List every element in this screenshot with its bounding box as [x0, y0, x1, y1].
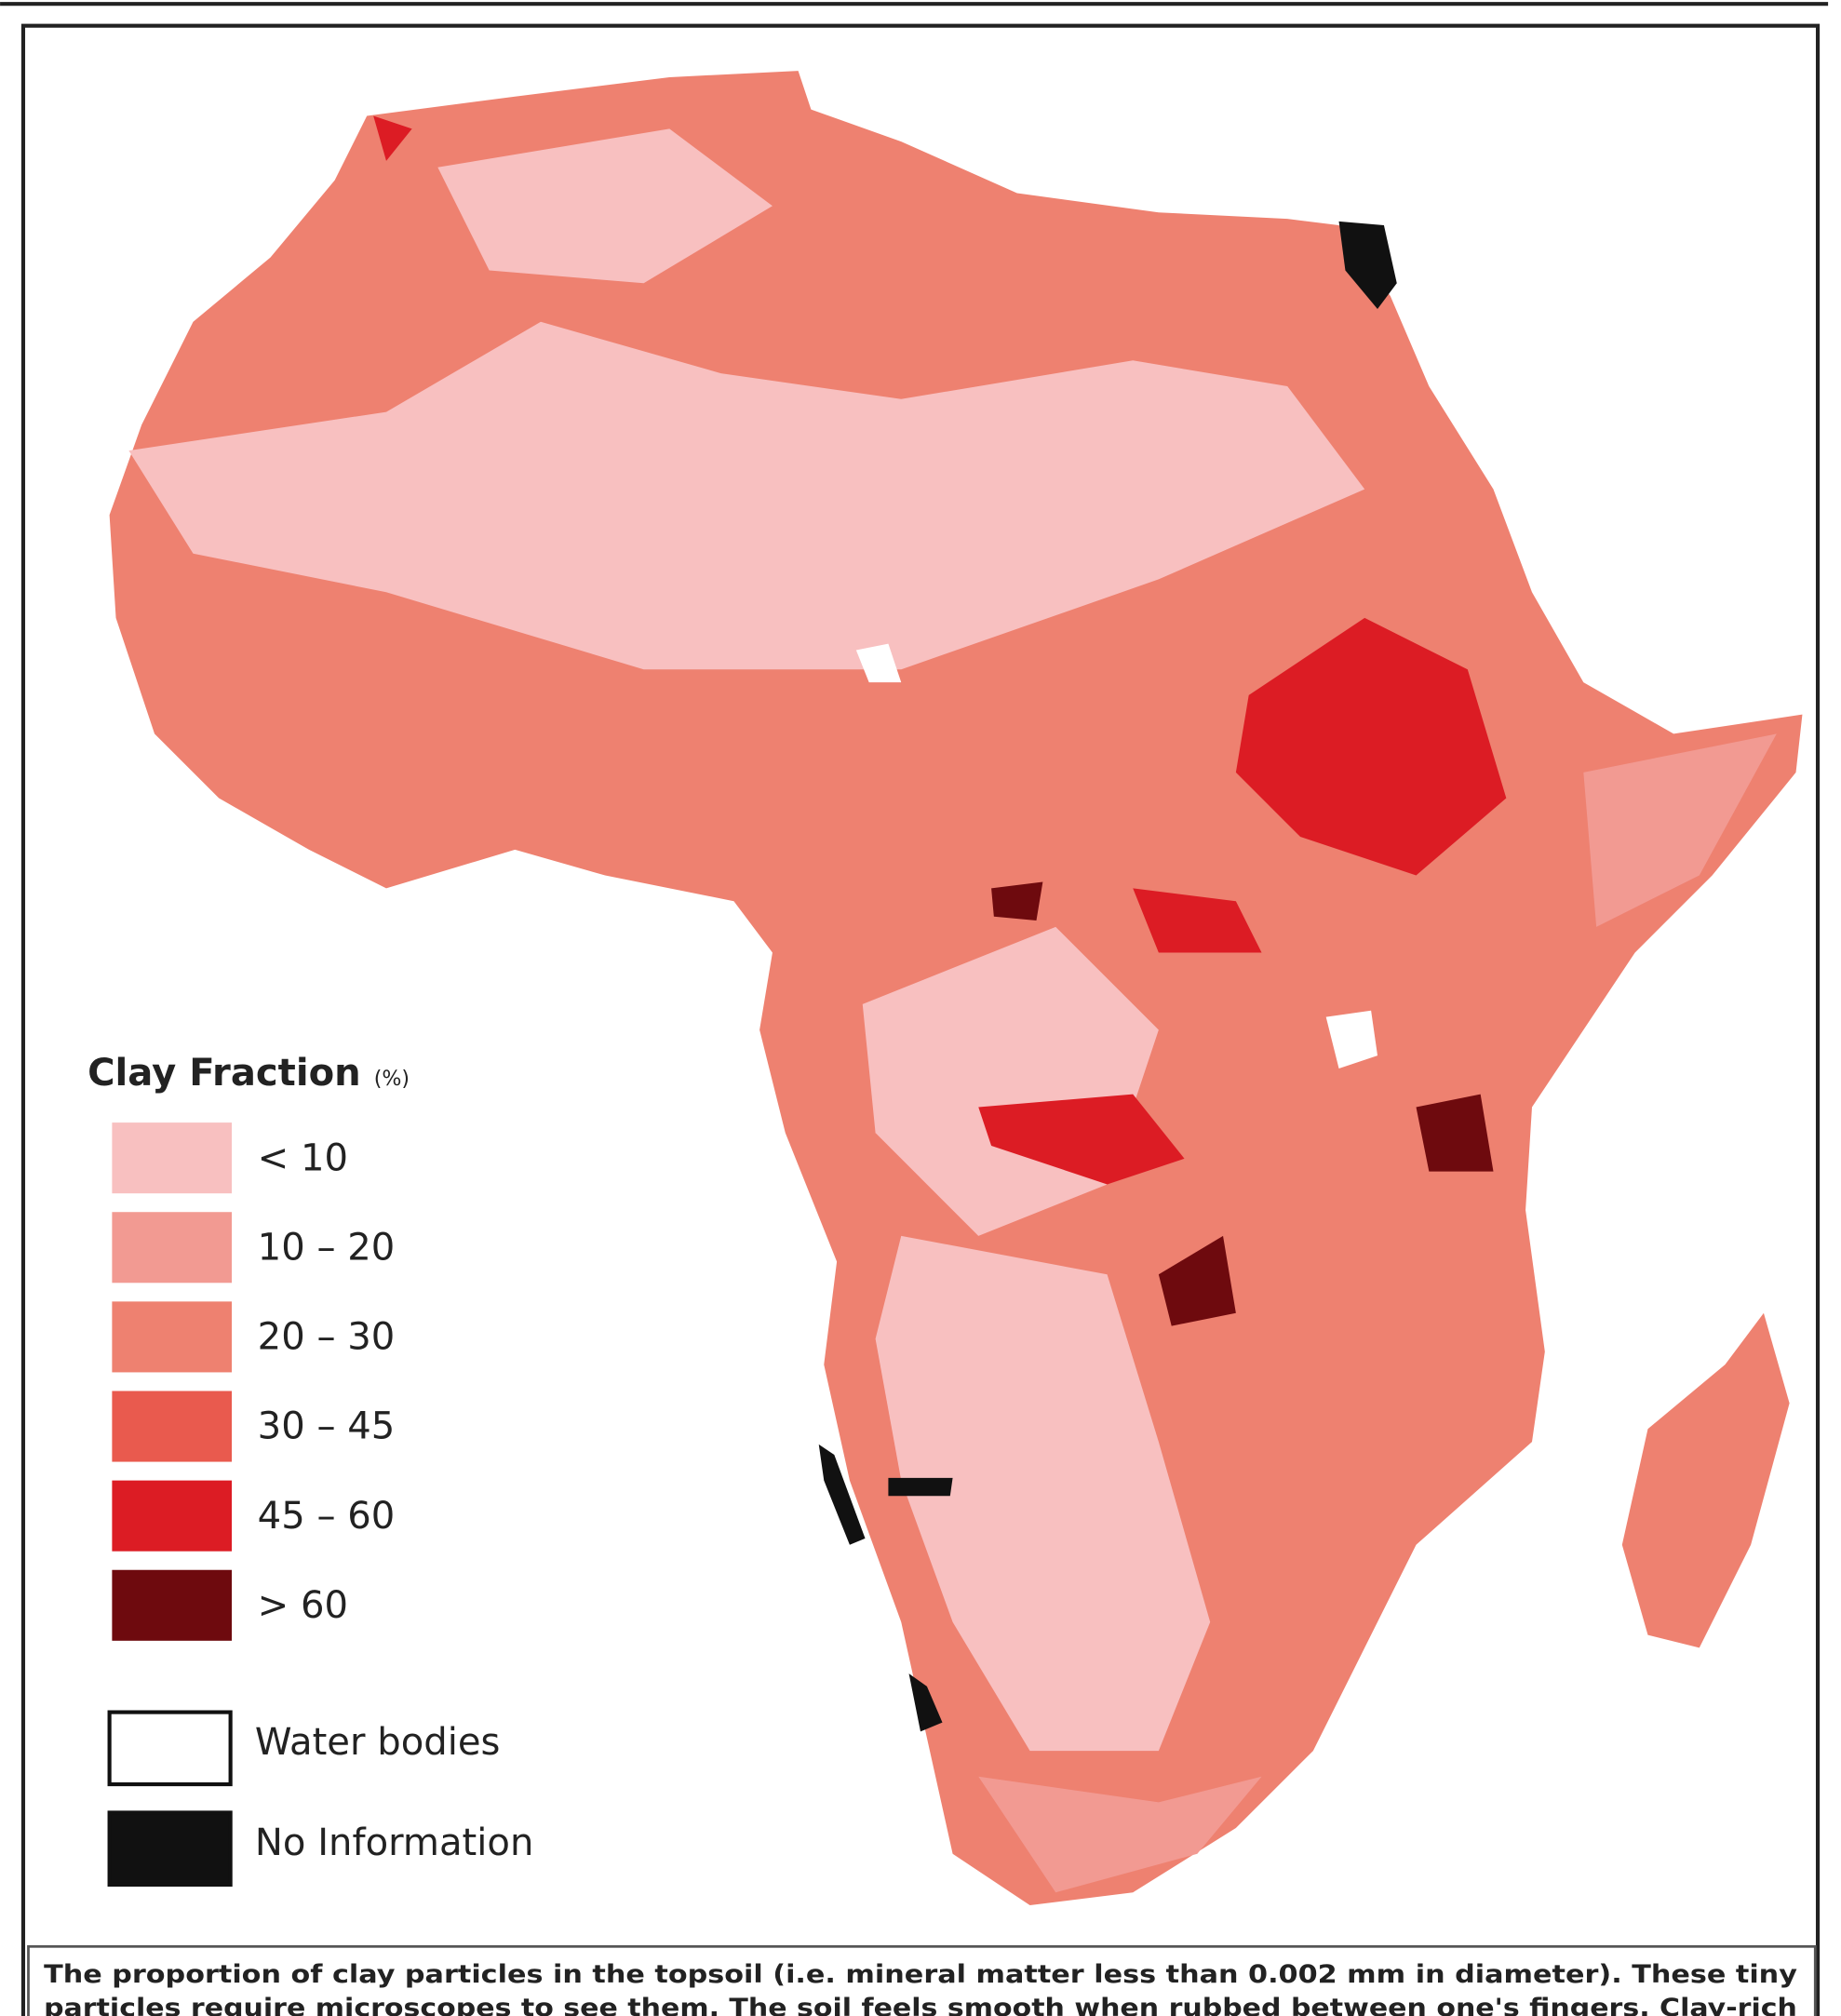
lakes — [855, 643, 1378, 1069]
no-data-areas — [818, 221, 1397, 1732]
caption-line: particles require microscopes to see the… — [44, 1995, 1797, 2016]
legend-swatch — [112, 1480, 233, 1552]
legend-items: < 10 10 – 20 20 – 30 30 – 45 45 – 60 > 60 Wate… — [107, 1122, 533, 1887]
legend-title: Clay Fraction (%) — [87, 1052, 410, 1095]
legend-label: No Information — [255, 1821, 533, 1864]
legend-swatch — [112, 1391, 233, 1462]
legend-swatch — [112, 1212, 233, 1284]
legend: Clay Fraction (%) < 10 10 – 20 20 – 30 30 –… — [87, 1052, 533, 1887]
mid-clay-areas — [978, 733, 1777, 1893]
legend-label: Water bodies — [255, 1721, 501, 1764]
legend-title-text: Clay Fraction — [87, 1052, 361, 1095]
legend-swatch — [112, 1122, 233, 1194]
legend-label: 45 – 60 — [258, 1495, 396, 1538]
legend-unit: (%) — [374, 1067, 410, 1091]
legend-label: 20 – 30 — [258, 1316, 396, 1359]
caption-line: The proportion of clay particles in the … — [44, 1961, 1797, 1989]
legend-label: > 60 — [258, 1584, 348, 1627]
low-clay-areas — [128, 128, 1365, 1752]
legend-label: < 10 — [258, 1136, 348, 1179]
madagascar — [1621, 1312, 1790, 1648]
very-high-clay-areas — [991, 881, 1494, 1326]
africa-map — [109, 71, 1803, 1906]
legend-swatch — [107, 1710, 233, 1787]
legend-label: 30 – 45 — [258, 1405, 396, 1448]
legend-swatch — [112, 1569, 233, 1641]
high-clay-areas — [373, 115, 1507, 1185]
legend-swatch — [112, 1301, 233, 1373]
caption-box — [27, 1944, 1817, 2016]
legend-swatch — [107, 1810, 233, 1887]
legend-label: 10 – 20 — [258, 1226, 396, 1269]
